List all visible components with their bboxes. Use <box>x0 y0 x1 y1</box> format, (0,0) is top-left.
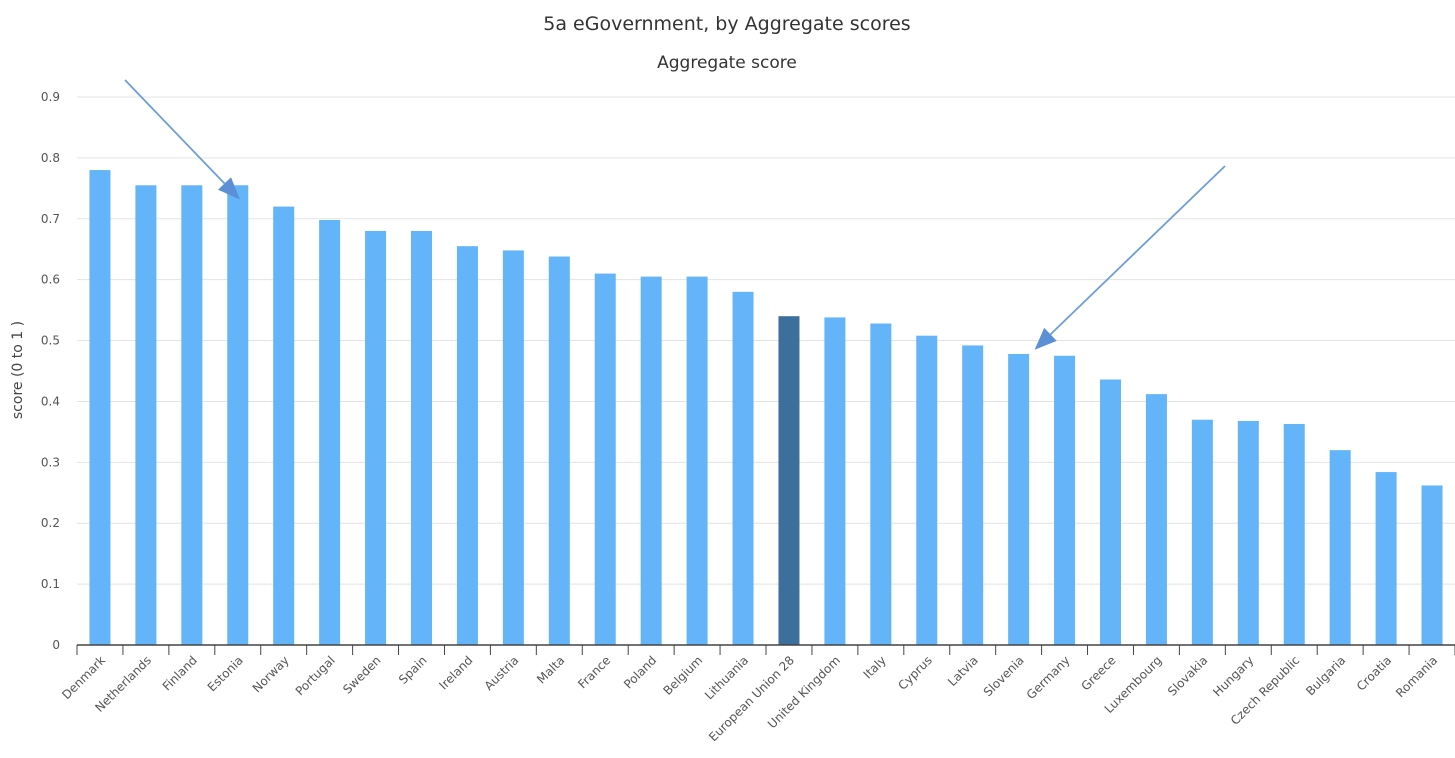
bar <box>1100 379 1121 645</box>
chart-title: 5a eGovernment, by Aggregate scores <box>543 13 910 35</box>
x-tick-label: Estonia <box>205 653 246 694</box>
y-tick-label: 0.4 <box>41 394 60 408</box>
x-tick-label: Bulgaria <box>1303 653 1348 698</box>
bar <box>824 317 846 645</box>
x-tick-label: Finland <box>160 653 200 693</box>
bar <box>1008 353 1030 645</box>
bar <box>916 335 938 645</box>
x-tick-label: Italy <box>861 653 889 681</box>
bar <box>365 230 387 645</box>
bar <box>319 219 341 646</box>
bar <box>1145 394 1167 645</box>
x-tick-label: Spain <box>396 653 430 687</box>
bar <box>1329 450 1351 645</box>
x-tick-label: Austria <box>482 653 522 693</box>
bar <box>1054 355 1076 645</box>
x-tick-label: Lithuania <box>702 653 751 702</box>
x-tick-label: Greece <box>1079 653 1119 693</box>
bar <box>1375 472 1397 645</box>
bars <box>89 170 1443 646</box>
x-tick-label: Germany <box>1024 653 1073 702</box>
x-tick-label: Slovakia <box>1165 653 1211 699</box>
x-tick-label: Malta <box>534 653 567 686</box>
y-tick-label: 0.6 <box>41 273 60 287</box>
bar <box>181 185 203 646</box>
x-tick-label: Latvia <box>945 653 981 689</box>
y-tick-label: 0 <box>52 638 60 652</box>
bar <box>1421 485 1443 645</box>
bar <box>778 316 800 645</box>
bar <box>135 185 157 646</box>
arrow-head-icon <box>218 177 240 200</box>
bar <box>411 230 432 645</box>
bar <box>1191 419 1213 645</box>
x-tick-label: Romania <box>1393 653 1440 700</box>
x-tick-label: France <box>575 653 613 691</box>
y-tick-label: 0.1 <box>41 577 60 591</box>
y-tick-label: 0.3 <box>41 455 60 469</box>
x-tick-label: Croatia <box>1354 653 1394 693</box>
x-tick-label: Portugal <box>293 653 338 698</box>
y-tick-label: 0.8 <box>41 151 60 165</box>
y-tick-label: 0.7 <box>41 212 60 226</box>
gridlines <box>77 96 1455 585</box>
x-tick-label: Belgium <box>661 653 706 698</box>
bar <box>502 250 524 645</box>
bar <box>227 185 249 646</box>
bar <box>732 291 754 645</box>
x-tick-label: Poland <box>621 653 659 691</box>
bar <box>686 276 708 645</box>
arrow-head-icon <box>1034 327 1057 350</box>
x-tick-label: European Union 28 <box>706 653 797 744</box>
y-tick-label: 0.2 <box>41 516 60 530</box>
bar <box>273 206 295 645</box>
x-tick-label: Denmark <box>59 653 108 702</box>
x-tick-label: Norway <box>250 653 292 695</box>
x-tick-label: Sweden <box>340 653 383 696</box>
bar <box>456 246 478 645</box>
bar <box>89 170 111 646</box>
bar <box>1237 420 1259 645</box>
x-tick-label: Slovenia <box>981 653 1027 699</box>
annotation-arrows <box>124 79 1226 350</box>
y-tick-label: 0.5 <box>41 334 60 348</box>
bar <box>640 276 662 645</box>
bar <box>548 256 570 645</box>
arrow-line <box>124 79 226 185</box>
x-tick-label: Hungary <box>1210 653 1256 699</box>
x-axis-ticks <box>76 645 1455 655</box>
y-axis-title: score (0 to 1 ) <box>10 321 26 419</box>
y-tick-label: 0.9 <box>41 90 60 104</box>
arrow-line <box>1049 165 1226 336</box>
bar <box>594 273 616 645</box>
bar <box>870 323 892 645</box>
bar <box>962 345 984 645</box>
chart-subtitle: Aggregate score <box>657 53 797 73</box>
bar <box>1283 423 1305 645</box>
x-tick-label: Cyprus <box>895 653 935 693</box>
y-axis-ticks: 0 0.1 0.2 0.3 0.4 0.5 0.6 0.7 0.8 0.9 <box>41 90 60 652</box>
x-tick-label: Ireland <box>436 653 475 692</box>
